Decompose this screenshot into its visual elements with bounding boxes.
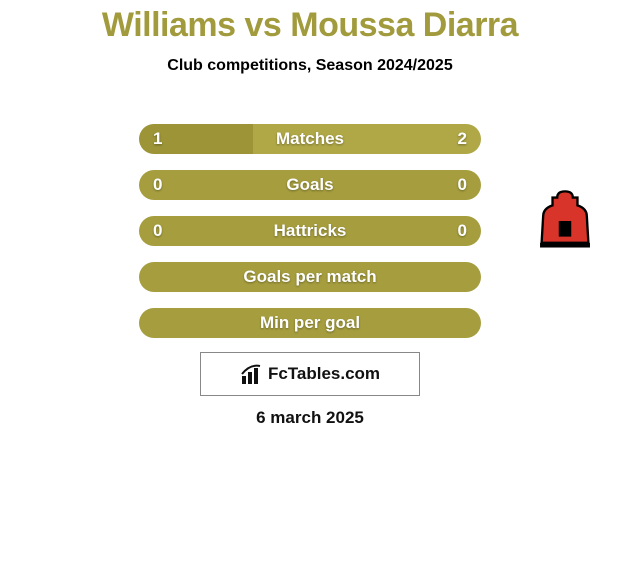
crawley-logo-icon — [526, 182, 604, 260]
stat-row: Goals00 — [139, 170, 481, 200]
player2-nation-logo — [520, 176, 610, 266]
player2-club-logo — [514, 122, 618, 152]
bar-fill-left — [139, 170, 481, 200]
stat-value-left: 1 — [153, 124, 162, 154]
player1-club-logo — [8, 122, 112, 152]
bar-fill-right — [253, 124, 481, 154]
stat-value-right: 0 — [458, 216, 467, 246]
date-line: 6 march 2025 — [0, 408, 620, 428]
stat-row: Goals per match — [139, 262, 481, 292]
stat-row: Hattricks00 — [139, 216, 481, 246]
page-subtitle: Club competitions, Season 2024/2025 — [0, 57, 620, 75]
bar-fill-left — [139, 216, 481, 246]
stat-value-left: 0 — [153, 170, 162, 200]
player1-nation-logo — [18, 176, 122, 206]
brand-text: FcTables.com — [268, 364, 380, 384]
stat-value-left: 0 — [153, 216, 162, 246]
stat-row: Min per goal — [139, 308, 481, 338]
stat-row: Matches12 — [139, 124, 481, 154]
bar-fill-left — [139, 262, 481, 292]
stats-panel: Matches12Goals00Hattricks00Goals per mat… — [139, 124, 481, 354]
stat-value-right: 2 — [458, 124, 467, 154]
bar-fill-left — [139, 308, 481, 338]
stat-value-right: 0 — [458, 170, 467, 200]
page-title: Williams vs Moussa Diarra — [0, 6, 620, 45]
bars-icon — [240, 362, 264, 386]
header: Williams vs Moussa Diarra Club competiti… — [0, 0, 620, 75]
brand-box: FcTables.com — [200, 352, 420, 396]
